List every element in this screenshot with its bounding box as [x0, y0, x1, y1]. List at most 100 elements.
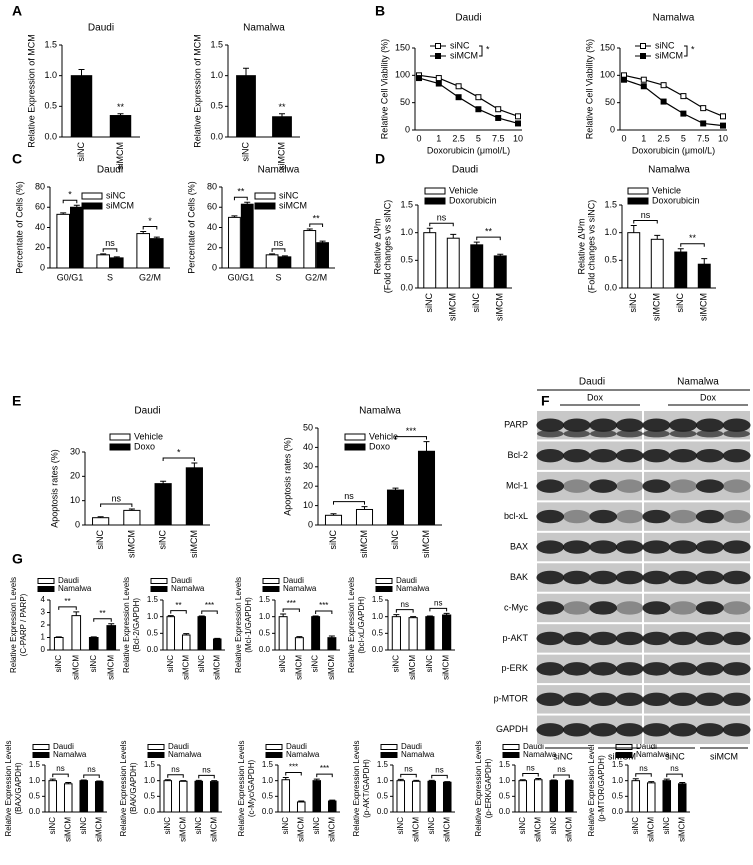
y-tick-label: 0: [610, 124, 615, 134]
blot-band: [562, 509, 591, 524]
error-bar: [49, 778, 56, 781]
error-bar: [648, 781, 655, 783]
significance-label: **: [99, 609, 105, 618]
blot-band: [669, 540, 698, 554]
panel-letter: F: [541, 393, 550, 409]
y-tick-label: 1.0: [499, 776, 511, 785]
significance-bracket: [429, 607, 448, 612]
blot-band: [616, 430, 643, 438]
y-tick-label: 0.0: [29, 807, 41, 816]
x-tick-label: 2.5: [452, 133, 465, 143]
blot-band: [562, 631, 591, 646]
x-tick-label: siMCM: [189, 530, 199, 558]
significance-label: ns: [401, 600, 409, 609]
bar: [56, 213, 71, 269]
error-bar: [97, 516, 104, 518]
error-bar: [298, 800, 305, 802]
x-tick-label: siMCM: [212, 655, 221, 680]
bar: [71, 615, 82, 651]
blot-band: [642, 418, 671, 432]
legend-label: Namalwa: [283, 584, 317, 593]
error-bar: [183, 633, 190, 635]
y-tick-label: 100: [395, 70, 410, 80]
y-axis-label: Relative ΔΨm: [372, 218, 382, 274]
error-bar: [393, 614, 400, 617]
x-tick-label: siNC: [471, 293, 481, 313]
bar: [79, 780, 89, 813]
error-bar: [198, 615, 205, 617]
y-tick-label: 1.5: [44, 39, 57, 49]
significance-bracket: [271, 248, 286, 252]
y-tick-label: 50: [605, 97, 615, 107]
error-bar: [100, 253, 107, 255]
bar: [417, 450, 436, 526]
legend-marker: [640, 43, 646, 49]
blot-band: [562, 692, 591, 707]
legend-swatch: [32, 744, 50, 750]
blot-band: [722, 601, 751, 615]
x-tick-label: siNC: [79, 817, 88, 835]
panel-letter: D: [375, 151, 385, 167]
x-tick-label: 0: [621, 133, 626, 143]
significance-label: ns: [87, 765, 95, 774]
y-tick-label: 1.0: [147, 612, 159, 621]
significance-bracket: [93, 618, 112, 622]
error-bar: [361, 506, 368, 510]
error-bar: [191, 462, 198, 468]
y-tick-label: 1.0: [44, 70, 57, 80]
x-tick-label: siMCM: [181, 655, 190, 680]
bar: [194, 780, 204, 813]
significance-bracket: [680, 243, 705, 247]
legend-swatch: [424, 197, 446, 205]
y-tick-label: 40: [303, 442, 313, 452]
panel-letter: C: [12, 151, 22, 167]
x-tick-label: 2.5: [657, 133, 670, 143]
error-bar: [90, 636, 97, 638]
marker: [660, 98, 667, 105]
blot-band: [695, 479, 724, 493]
legend-label: siNC: [106, 190, 126, 200]
legend-label: Namalwa: [523, 750, 557, 759]
bar: [109, 115, 132, 138]
error-bar: [313, 778, 320, 781]
blot-band: [695, 723, 724, 737]
y-tick-label: 0.0: [400, 282, 413, 292]
marker: [720, 113, 726, 120]
x-tick-label: siNC: [194, 817, 203, 835]
blot-band: [615, 570, 644, 585]
cell-line-label: Namalwa: [677, 377, 719, 388]
blot-band: [642, 631, 671, 646]
x-tick-label: siNC: [390, 530, 400, 550]
significance-bracket: [170, 610, 187, 614]
error-bar: [280, 613, 287, 617]
legend-label: Namalwa: [401, 750, 435, 759]
significance-bracket: [429, 222, 454, 227]
blot-band: [643, 430, 670, 438]
blot-band: [589, 479, 618, 493]
legend-swatch: [424, 187, 446, 195]
legend-label: Namalwa: [58, 584, 92, 593]
legend-swatch: [32, 752, 50, 758]
error-bar: [413, 779, 420, 782]
significance-bracket: [431, 774, 448, 779]
significance-bracket: [635, 773, 652, 777]
blot-band: [589, 723, 618, 737]
blot-band: [615, 479, 644, 493]
bar: [150, 238, 164, 269]
y-tick-label: 30: [303, 461, 313, 471]
significance-label: ns: [641, 210, 651, 220]
bar: [212, 638, 222, 651]
error-bar: [73, 611, 80, 616]
legend-swatch: [37, 586, 55, 592]
significance-bracket: [522, 772, 539, 777]
bar: [662, 780, 672, 813]
error-bar: [214, 637, 221, 639]
x-tick-label: siNC: [518, 817, 527, 835]
blot-band: [562, 418, 591, 432]
error-bar: [153, 236, 160, 239]
significance-label: ns: [344, 491, 354, 501]
x-tick-label: siNC: [166, 655, 175, 673]
x-tick-label: G2/M: [139, 272, 161, 282]
legend-swatch: [344, 433, 366, 441]
error-bar: [281, 255, 288, 257]
